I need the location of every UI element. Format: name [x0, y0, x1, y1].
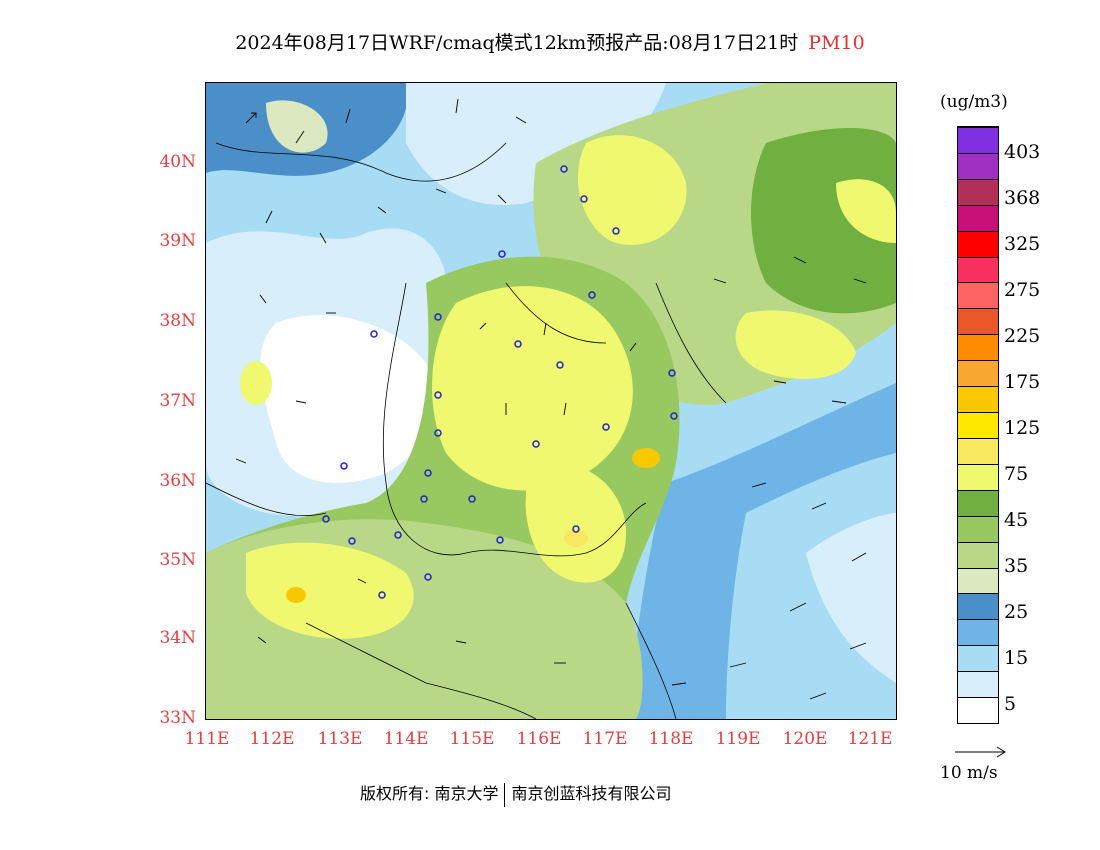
lat-label-38n: 38N: [159, 311, 196, 331]
color-bar-box: [958, 437, 998, 464]
legend-label-275: 275: [1004, 279, 1041, 301]
color-bar-box: [958, 619, 998, 646]
lat-label-35n: 35N: [159, 550, 196, 570]
legend-label-175: 175: [1004, 371, 1041, 393]
color-bar-box: [958, 204, 998, 231]
lon-label-115e: 115E: [449, 729, 495, 749]
color-bar-box: [958, 178, 998, 205]
legend-label-15: 15: [1004, 647, 1029, 669]
color-bar-box: [958, 671, 998, 698]
legend-unit: (ug/m3): [940, 92, 1008, 112]
wind-reference-arrow-icon: [955, 746, 1006, 758]
lon-label-114e: 114E: [383, 729, 429, 749]
lon-label-113e: 113E: [317, 729, 363, 749]
legend-label-5: 5: [1004, 693, 1017, 715]
color-bar-box: [958, 360, 998, 387]
color-bar-box: [958, 541, 998, 568]
title-main: 2024年08月17日WRF/cmaq模式12km预报产品:08月17日21时: [235, 32, 799, 54]
lat-label-34n: 34N: [159, 628, 196, 648]
color-bar-box: [958, 334, 998, 361]
color-bar-box: [958, 256, 998, 283]
color-bar-box: [958, 308, 998, 335]
copyright-footer: 版权所有: 南京大学 南京创蓝科技有限公司: [360, 780, 672, 807]
color-bar-box: [958, 412, 998, 438]
color-bar-box: [958, 386, 998, 413]
color-bar-box: [958, 230, 998, 257]
lon-label-111e: 111E: [184, 729, 230, 749]
title-species: PM10: [808, 32, 865, 54]
color-bar-box: [958, 567, 998, 594]
legend-label-325: 325: [1004, 233, 1041, 255]
legend-label-25: 25: [1004, 601, 1029, 623]
legend-label-75: 75: [1004, 463, 1029, 485]
color-bar-box: [958, 489, 998, 516]
color-bar-box: [958, 463, 998, 490]
lat-label-37n: 37N: [159, 391, 196, 411]
legend-label-35: 35: [1004, 555, 1029, 577]
color-bar: [957, 126, 999, 724]
color-bar-box: [958, 593, 998, 620]
lon-label-121e: 121E: [847, 729, 893, 749]
chart-title: 2024年08月17日WRF/cmaq模式12km预报产品:08月17日21时 P…: [0, 28, 1100, 55]
legend-label-225: 225: [1004, 325, 1041, 347]
footer-right: 南京创蓝科技有限公司: [511, 784, 672, 803]
color-bar-box: [958, 127, 998, 153]
lat-label-36n: 36N: [159, 471, 196, 491]
lat-label-39n: 39N: [159, 231, 196, 251]
lat-label-40n: 40N: [159, 152, 196, 172]
legend-label-403: 403: [1004, 141, 1041, 163]
lon-label-120e: 120E: [782, 729, 828, 749]
pm10-map: [205, 82, 897, 720]
legend-label-45: 45: [1004, 509, 1029, 531]
lon-label-119e: 119E: [715, 729, 761, 749]
color-bar-box: [958, 697, 998, 723]
lon-label-117e: 117E: [582, 729, 628, 749]
footer-left: 版权所有: 南京大学: [360, 784, 499, 803]
footer-separator: [504, 782, 506, 807]
map-canvas: [206, 83, 896, 719]
color-bar-box: [958, 515, 998, 542]
wind-reference-label: 10 m/s: [940, 763, 998, 783]
color-bar-box: [958, 645, 998, 672]
legend-label-368: 368: [1004, 187, 1041, 209]
lon-label-112e: 112E: [249, 729, 295, 749]
lat-label-33n: 33N: [159, 708, 196, 728]
lon-label-118e: 118E: [648, 729, 694, 749]
legend-label-125: 125: [1004, 417, 1041, 439]
color-bar-box: [958, 152, 998, 179]
lon-label-116e: 116E: [516, 729, 562, 749]
color-bar-box: [958, 282, 998, 309]
